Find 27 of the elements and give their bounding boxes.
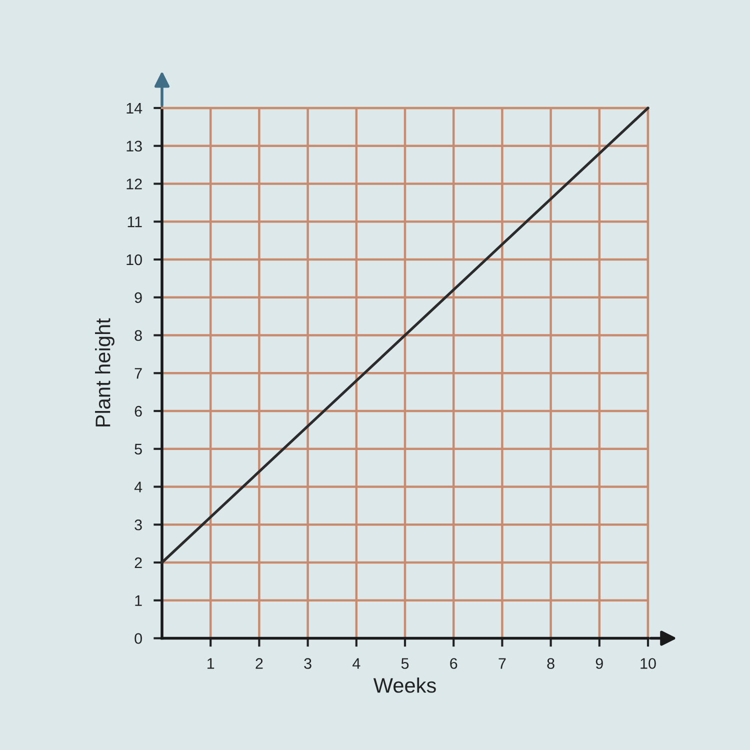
y-axis-title: Plant height bbox=[95, 318, 114, 426]
y-tick-label: 6 bbox=[134, 406, 142, 417]
y-tick-label: 1 bbox=[135, 595, 142, 606]
x-tick-label: 8 bbox=[547, 658, 554, 669]
x-tick-label: 10 bbox=[640, 658, 656, 669]
x-tick-label: 5 bbox=[401, 658, 409, 669]
y-tick-label: 12 bbox=[126, 178, 142, 190]
x-tick-label: 4 bbox=[352, 658, 360, 669]
y-tick-label: 5 bbox=[134, 444, 142, 455]
y-tick-label: 11 bbox=[128, 216, 142, 228]
y-tick-label: 9 bbox=[134, 292, 142, 304]
x-tick-label: 7 bbox=[498, 658, 506, 669]
y-tick-label: 10 bbox=[126, 254, 142, 266]
x-tick-label: 6 bbox=[450, 658, 458, 669]
x-axis-title: Weeks bbox=[373, 677, 436, 693]
y-tick-label: 14 bbox=[126, 103, 142, 114]
x-tick-label: 2 bbox=[256, 658, 263, 669]
x-tick-label: 9 bbox=[596, 658, 603, 669]
y-tick-label: 0 bbox=[134, 633, 142, 644]
x-tick-label: 3 bbox=[304, 658, 312, 669]
y-tick-label: 8 bbox=[134, 330, 142, 341]
y-tick-label: 2 bbox=[134, 557, 142, 568]
y-tick-label: 7 bbox=[134, 368, 142, 379]
y-tick-label: 3 bbox=[134, 519, 142, 530]
y-tick-label: 13 bbox=[126, 140, 142, 152]
x-tick-label: 1 bbox=[208, 658, 214, 669]
y-tick-label: 4 bbox=[134, 482, 142, 492]
